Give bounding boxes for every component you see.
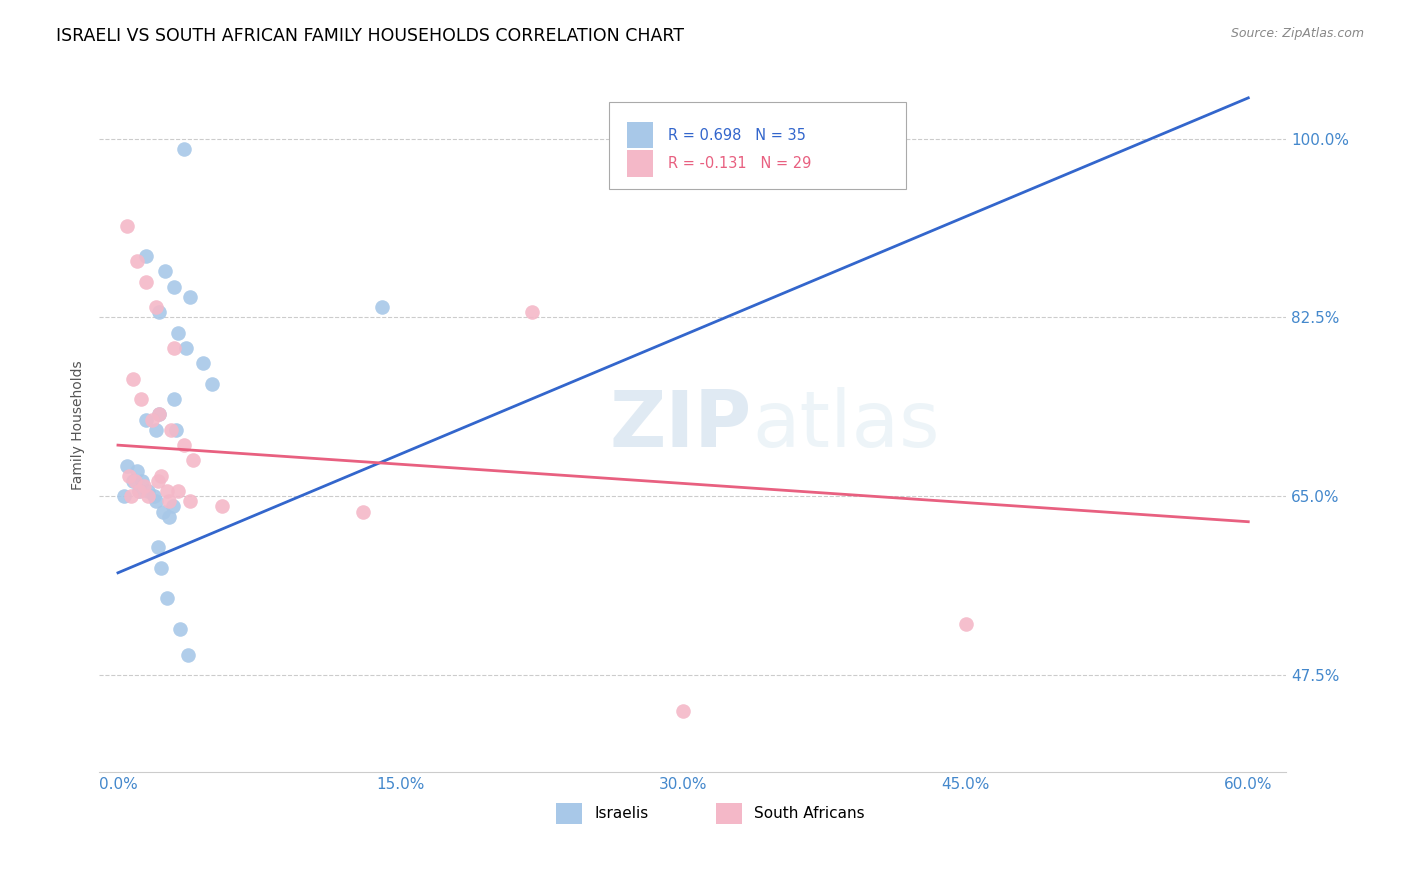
Text: South Africans: South Africans [754, 806, 865, 822]
Point [135, 275, 157, 289]
Point [157, 509, 180, 524]
Point [879, 157, 901, 171]
Point [370, 300, 392, 314]
Point [179, 494, 201, 508]
Point [125, 464, 148, 478]
Text: ZIP: ZIP [610, 387, 752, 463]
Point [150, 560, 173, 574]
Point [176, 648, 198, 662]
Y-axis label: Family Households: Family Households [72, 359, 86, 490]
Point [128, 484, 150, 499]
Point [211, 500, 233, 514]
Point [181, 453, 204, 467]
Point [145, 423, 167, 437]
Point [163, 341, 186, 355]
Point [150, 468, 173, 483]
Point [120, 489, 142, 503]
Point [157, 494, 180, 508]
Point [173, 142, 195, 156]
Point [128, 484, 150, 499]
Point [136, 489, 159, 503]
FancyBboxPatch shape [716, 803, 742, 824]
Point [672, 704, 695, 718]
Point [352, 504, 374, 518]
Text: atlas: atlas [752, 387, 939, 463]
Point [167, 484, 190, 499]
Point [135, 412, 157, 426]
Point [785, 157, 807, 171]
Point [163, 280, 186, 294]
Point [142, 489, 165, 503]
Point [117, 219, 139, 233]
Point [156, 591, 179, 606]
FancyBboxPatch shape [627, 151, 654, 177]
Point [163, 392, 186, 406]
Text: Israelis: Israelis [595, 806, 648, 822]
Point [145, 300, 167, 314]
Text: R = -0.131   N = 29: R = -0.131 N = 29 [668, 156, 811, 171]
Point [122, 372, 145, 386]
FancyBboxPatch shape [609, 102, 907, 188]
Point [165, 423, 187, 437]
Point [136, 484, 159, 499]
Point [522, 305, 544, 319]
Point [129, 392, 152, 406]
Point [955, 616, 977, 631]
Point [152, 504, 174, 518]
Text: Source: ZipAtlas.com: Source: ZipAtlas.com [1230, 27, 1364, 40]
Point [125, 254, 148, 268]
Point [159, 423, 181, 437]
FancyBboxPatch shape [627, 122, 654, 148]
Point [112, 489, 135, 503]
Point [179, 290, 201, 304]
Point [117, 458, 139, 473]
Point [145, 494, 167, 508]
Point [148, 408, 170, 422]
Point [156, 484, 179, 499]
Point [141, 412, 163, 426]
Point [173, 438, 195, 452]
Point [169, 622, 191, 636]
Point [146, 541, 169, 555]
Text: R = 0.698   N = 35: R = 0.698 N = 35 [668, 128, 806, 143]
Point [148, 408, 170, 422]
Point [146, 474, 169, 488]
Point [174, 341, 197, 355]
Point [201, 376, 224, 391]
FancyBboxPatch shape [555, 803, 582, 824]
Point [191, 356, 214, 370]
Point [134, 479, 156, 493]
Text: ISRAELI VS SOUTH AFRICAN FAMILY HOUSEHOLDS CORRELATION CHART: ISRAELI VS SOUTH AFRICAN FAMILY HOUSEHOL… [56, 27, 685, 45]
Point [124, 474, 146, 488]
Point [122, 474, 145, 488]
Point [118, 468, 141, 483]
Point [148, 305, 170, 319]
Point [131, 474, 153, 488]
Point [167, 326, 190, 340]
Point [162, 500, 184, 514]
Point [135, 249, 157, 263]
Point [153, 264, 176, 278]
